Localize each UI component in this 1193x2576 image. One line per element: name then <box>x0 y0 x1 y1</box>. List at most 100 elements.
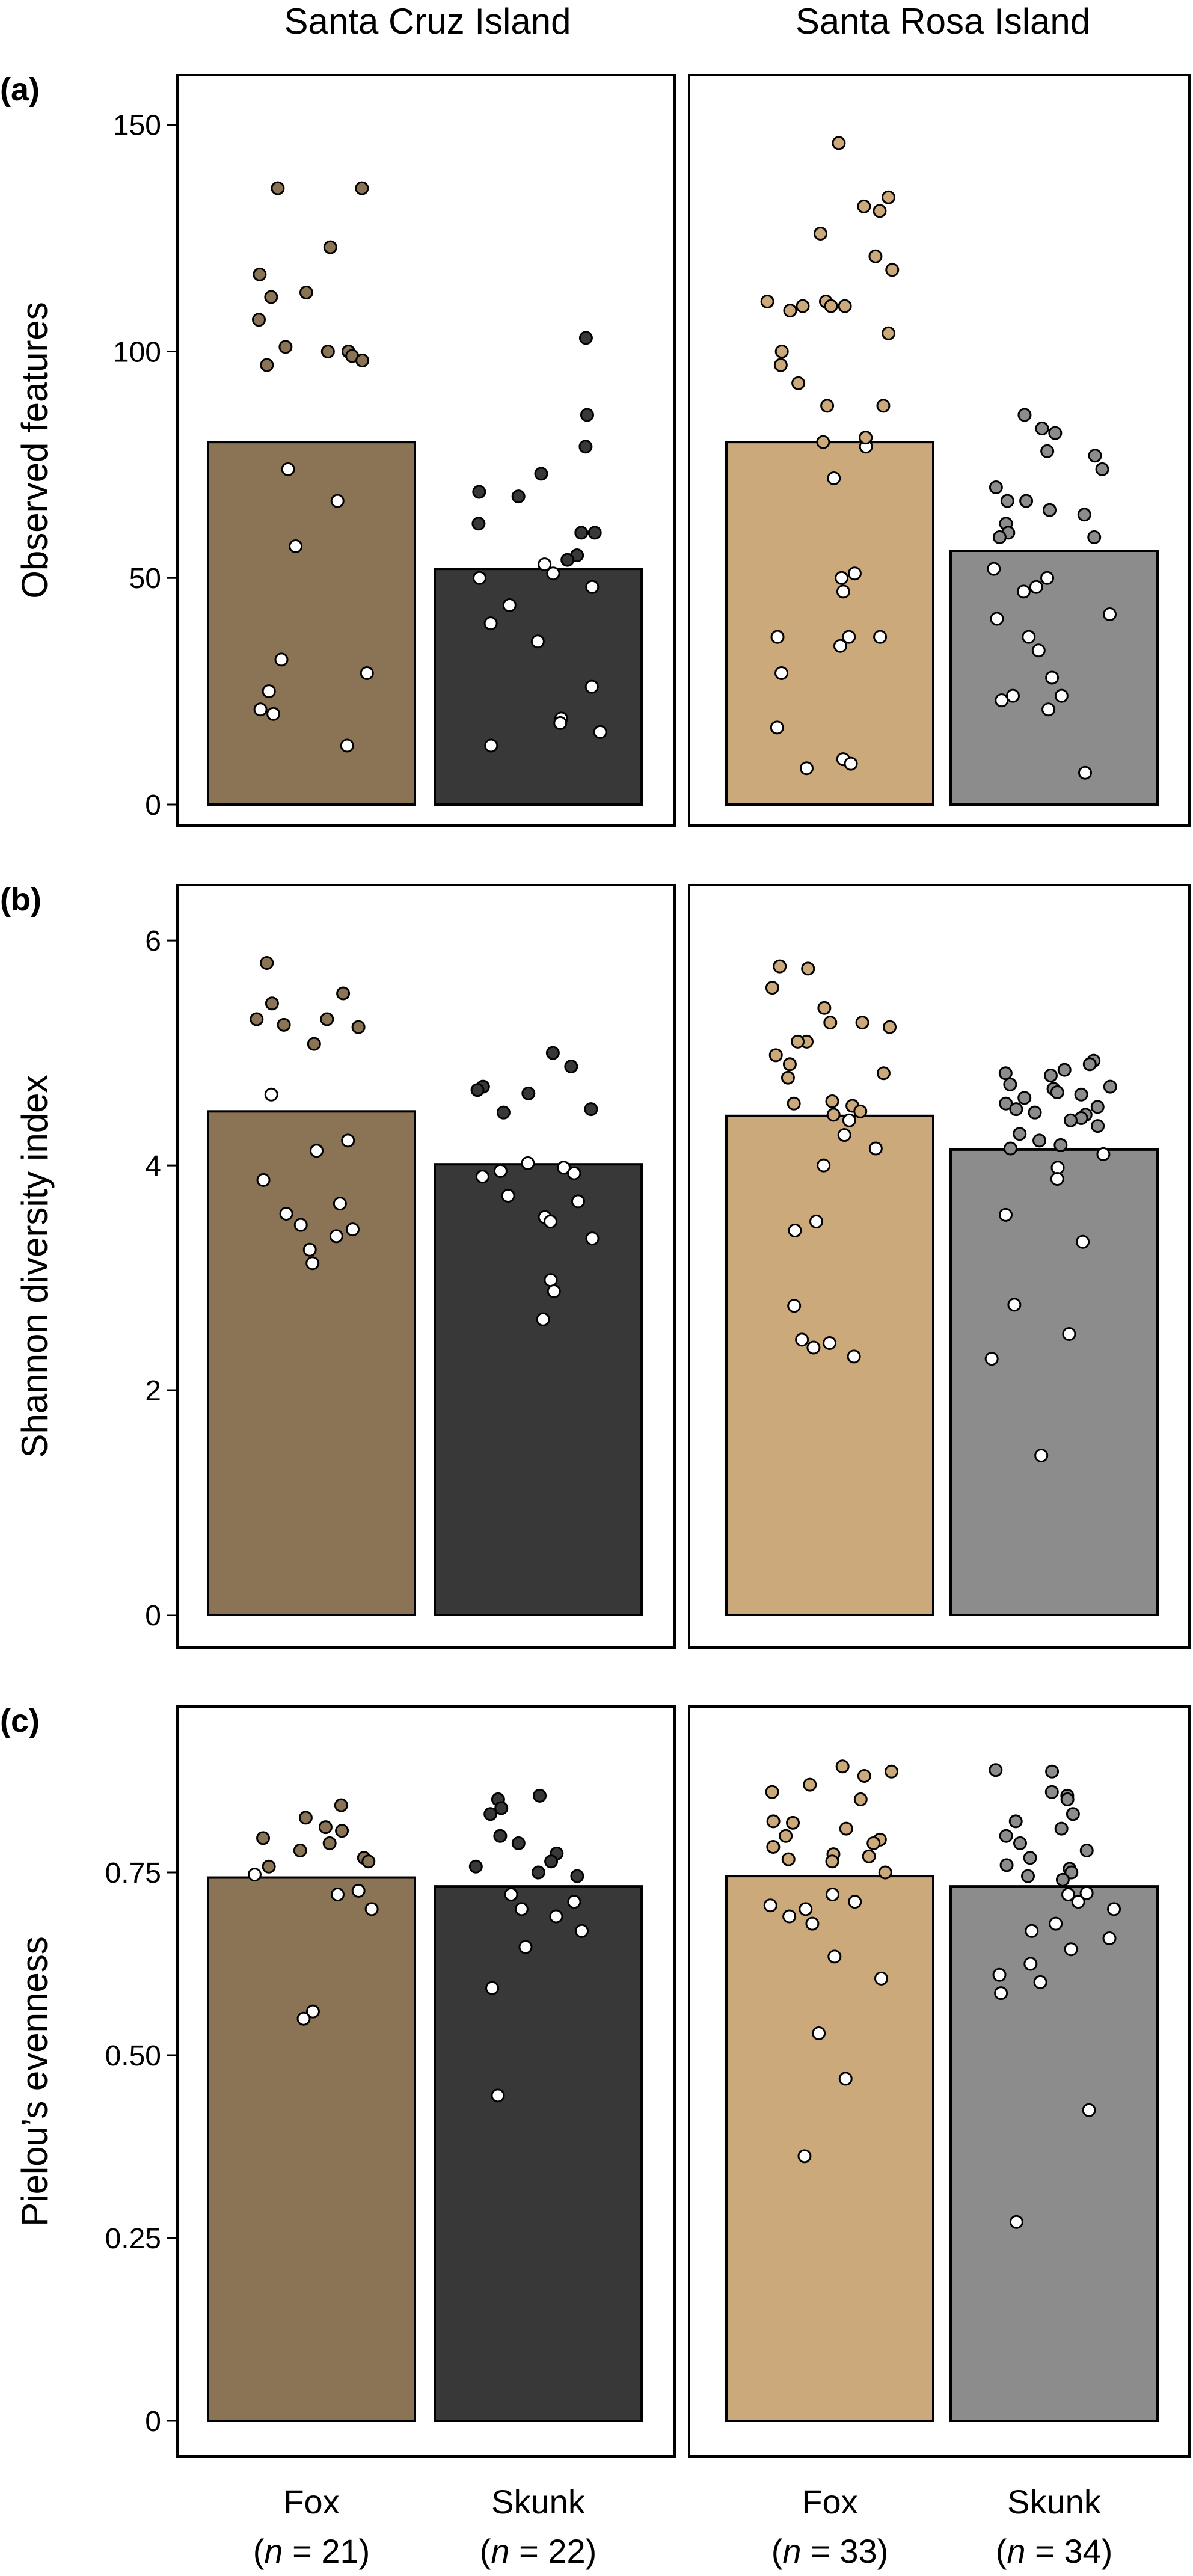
data-point-open <box>799 761 814 776</box>
data-point-open <box>547 1284 561 1298</box>
data-point-open <box>1050 1172 1064 1186</box>
data-point-filled <box>545 1046 560 1060</box>
data-point-open <box>281 462 295 476</box>
data-point-open <box>795 1332 809 1347</box>
data-point-open <box>1107 1902 1121 1916</box>
data-point-filled <box>1063 1113 1078 1127</box>
data-point-filled <box>787 1096 801 1111</box>
y-tick-label: 50 <box>129 563 161 595</box>
data-point-open <box>1022 630 1036 644</box>
data-point-open <box>833 639 847 653</box>
data-point-filled <box>878 1865 892 1880</box>
panel-b: (b) Shannon diversity index 0 2 4 6 <box>0 882 1191 1649</box>
data-point-filled <box>564 1060 578 1074</box>
data-point-open <box>310 1144 324 1158</box>
data-point-filled <box>882 326 896 340</box>
data-point-open <box>1034 1448 1049 1462</box>
data-point-open <box>521 1156 535 1170</box>
data-point-filled <box>816 435 830 449</box>
data-point-filled <box>881 190 895 204</box>
data-point-open <box>553 716 568 730</box>
data-point-filled <box>1048 426 1063 440</box>
data-point-open <box>536 1312 550 1326</box>
data-point-open <box>256 1173 271 1187</box>
data-point-filled <box>511 489 526 504</box>
data-point-filled <box>824 299 838 313</box>
data-point-open <box>1054 688 1069 703</box>
data-point-filled <box>768 1048 783 1063</box>
data-point-filled <box>773 358 788 372</box>
data-point-open <box>1082 2103 1096 2117</box>
data-point-filled <box>825 1094 839 1108</box>
data-point-filled <box>1082 1057 1097 1072</box>
y-tick-label: 0.25 <box>105 2223 161 2255</box>
y-tick-label: 0.75 <box>105 1857 161 1889</box>
data-point-open <box>1076 1234 1090 1249</box>
data-point-open <box>584 679 599 694</box>
x-category-n: (n = 34) <box>996 2532 1113 2570</box>
data-point-filled <box>779 1829 793 1843</box>
y-tick-label: 0.50 <box>105 2040 161 2072</box>
panel-a: (a) Observed features 0 50 100 150 <box>0 72 1191 827</box>
data-point-open <box>473 571 487 585</box>
data-point-open <box>483 616 498 631</box>
data-point-filled <box>1077 508 1091 522</box>
data-point-open <box>302 1242 317 1257</box>
data-point-open <box>485 1981 500 1995</box>
data-point-filled <box>1023 1851 1037 1865</box>
data-point-open <box>837 1128 851 1142</box>
group-skunk-santa-rosa <box>949 1763 1159 2422</box>
bar <box>434 1885 643 2422</box>
x-category-label: Skunk <box>1007 2483 1102 2521</box>
data-point-open <box>279 1206 293 1221</box>
data-point-open <box>333 1197 347 1211</box>
data-point-filled <box>774 344 789 358</box>
data-point-open <box>1040 571 1055 585</box>
data-point-open <box>360 666 374 680</box>
data-point-filled <box>1000 494 1014 508</box>
data-point-open <box>868 1141 883 1156</box>
data-point-open <box>847 1349 861 1364</box>
data-point-filled <box>1054 1821 1069 1836</box>
data-point-filled <box>766 1814 781 1829</box>
data-point-filled <box>351 1020 366 1034</box>
data-point-open <box>305 2004 320 2019</box>
data-point-open <box>1049 1916 1063 1931</box>
data-point-filled <box>781 1852 796 1866</box>
data-point-filled <box>786 1815 800 1830</box>
data-point-filled <box>318 1820 333 1835</box>
data-point-filled <box>1043 503 1057 517</box>
bar <box>207 1876 416 2423</box>
data-point-filled <box>298 1811 313 1825</box>
data-point-open <box>774 666 789 680</box>
data-point-open <box>544 1273 558 1287</box>
data-point-filled <box>544 1854 559 1869</box>
data-point-filled <box>876 1066 891 1081</box>
data-point-filled <box>1088 449 1102 463</box>
data-point-filled <box>531 1865 545 1880</box>
bar <box>949 1885 1159 2422</box>
data-point-filled <box>1035 422 1049 436</box>
group-fox-santa-rosa <box>725 959 934 1617</box>
data-point-open <box>567 1895 581 1909</box>
data-point-open <box>1023 1957 1038 1971</box>
data-point-open <box>329 1229 343 1244</box>
data-point-filled <box>521 1086 536 1100</box>
data-point-filled <box>252 313 266 327</box>
x-category-label: Fox <box>802 2483 857 2521</box>
data-point-filled <box>320 1012 334 1026</box>
data-point-open <box>788 1224 802 1238</box>
data-point-filled <box>307 1037 321 1051</box>
data-point-filled <box>998 1066 1013 1081</box>
data-point-filled <box>783 304 797 318</box>
data-point-open <box>999 1207 1013 1222</box>
data-point-filled <box>820 399 835 413</box>
data-point-open <box>842 630 856 644</box>
data-point-filled <box>1055 1872 1070 1887</box>
data-point-filled <box>857 199 871 213</box>
data-point-filled <box>1074 1087 1088 1102</box>
data-point-open <box>797 2149 812 2164</box>
x-category-label: Fox <box>283 2483 339 2521</box>
data-point-filled <box>1044 1785 1059 1799</box>
data-point-filled <box>1032 1133 1047 1148</box>
